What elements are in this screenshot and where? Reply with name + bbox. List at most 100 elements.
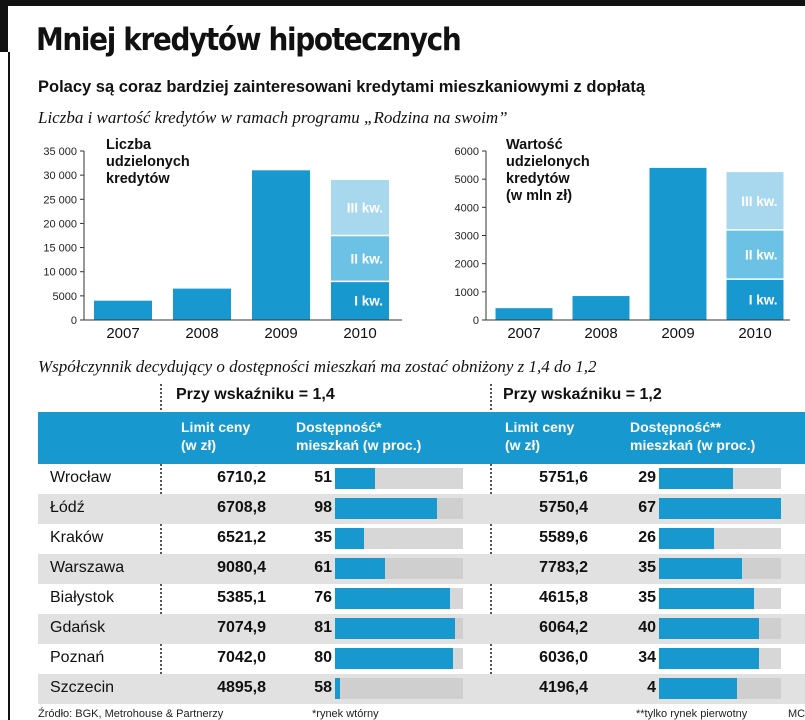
availability-bar-fill-1-4 bbox=[335, 498, 438, 519]
footer-credit: MC bbox=[788, 708, 805, 720]
availability-1-4: 81 bbox=[314, 619, 332, 636]
price-limit-1-2: 6036,0 bbox=[539, 649, 588, 666]
availability-1-4: 58 bbox=[314, 679, 332, 696]
city-name: Gdańsk bbox=[50, 619, 106, 636]
value-bar-2009 bbox=[649, 167, 707, 320]
value-label-line: Wartość bbox=[506, 137, 563, 153]
count-x-label: 2007 bbox=[106, 325, 139, 342]
table-row: Wrocław 6710,2 51 5751,6 29 bbox=[38, 464, 805, 494]
table-row: Kraków 6521,2 35 5589,6 26 bbox=[38, 524, 805, 554]
availability-1-4: 35 bbox=[314, 529, 332, 546]
count-label-line: udzielonych bbox=[106, 154, 190, 170]
price-limit-1-4: 6708,8 bbox=[217, 499, 266, 516]
availability-bar-fill-1-4 bbox=[335, 558, 385, 579]
count-bar-2010-segment bbox=[331, 235, 389, 282]
value-label-background bbox=[502, 135, 606, 207]
availability-bar-fill-1-2 bbox=[659, 528, 714, 549]
group-title-1-2: Przy wskaźniku = 1,2 bbox=[503, 386, 662, 403]
availability-bar-1-4 bbox=[335, 528, 463, 549]
availability-1-4: 76 bbox=[314, 589, 332, 606]
count-y-tick-label: 20 000 bbox=[43, 218, 77, 230]
value-quarter-label: I kw. bbox=[749, 293, 778, 308]
availability-bar-fill-1-2 bbox=[659, 618, 760, 639]
availability-1-2: 35 bbox=[638, 559, 656, 576]
availability-bar-1-2 bbox=[659, 528, 781, 549]
count-bar-2010-segment bbox=[331, 281, 389, 320]
count-y-tick-label: 35 000 bbox=[43, 146, 77, 158]
count-bar-2007 bbox=[94, 300, 152, 320]
count-y-tick-label: 0 bbox=[71, 315, 77, 327]
availability-bar-fill-1-4 bbox=[335, 678, 341, 699]
table-row: Poznań 7042,0 80 6036,0 34 bbox=[38, 644, 805, 674]
price-limit-1-2: 5751,6 bbox=[539, 469, 588, 486]
header-limit-1-2: Limit ceny (w zł) bbox=[505, 419, 575, 453]
charts-heading: Liczba i wartość kredytów w ramach progr… bbox=[38, 108, 508, 127]
availability-bar-fill-1-4 bbox=[335, 528, 365, 549]
availability-bar-1-2 bbox=[659, 588, 781, 609]
count-y-tick-label: 30 000 bbox=[43, 170, 77, 182]
count-quarter-label: II kw. bbox=[350, 251, 383, 266]
availability-bar-1-2 bbox=[659, 618, 781, 639]
availability-bar-fill-1-4 bbox=[335, 618, 456, 639]
value-quarter-label: III kw. bbox=[741, 194, 777, 209]
availability-bar-fill-1-2 bbox=[659, 678, 738, 699]
table-row: Warszawa 9080,4 61 7783,2 35 bbox=[38, 554, 805, 584]
availability-bar-1-4 bbox=[335, 588, 463, 609]
value-y-tick-label: 6000 bbox=[455, 146, 479, 158]
value-y-tick-label: 2000 bbox=[455, 259, 479, 271]
count-y-tick-label: 5000 bbox=[53, 291, 77, 303]
availability-bar-fill-1-2 bbox=[659, 498, 781, 519]
availability-1-4: 51 bbox=[314, 469, 332, 486]
count-y-tick-label: 25 000 bbox=[43, 194, 77, 206]
column-divider bbox=[490, 384, 492, 702]
price-limit-1-2: 5750,4 bbox=[539, 499, 588, 516]
availability-bar-1-2 bbox=[659, 498, 781, 519]
value-label-line: udzielonych bbox=[506, 154, 590, 170]
price-limit-1-2: 4615,8 bbox=[539, 589, 588, 606]
availability-bar-1-4 bbox=[335, 498, 463, 519]
availability-bar-1-4 bbox=[335, 648, 463, 669]
availability-bar-fill-1-4 bbox=[335, 468, 375, 489]
table-row: Białystok 5385,1 76 4615,8 35 bbox=[38, 584, 805, 614]
city-name: Wrocław bbox=[50, 469, 112, 486]
price-limit-1-2: 5589,6 bbox=[539, 529, 588, 546]
value-y-tick-label: 3000 bbox=[455, 231, 479, 243]
top-frame-bar bbox=[0, 0, 805, 6]
availability-bar-fill-1-2 bbox=[659, 468, 734, 489]
count-label-background bbox=[102, 135, 206, 190]
availability-1-2: 34 bbox=[638, 649, 656, 666]
price-limit-1-4: 7042,0 bbox=[217, 649, 266, 666]
value-label-line: (w mln zł) bbox=[506, 188, 572, 204]
availability-bar-fill-1-2 bbox=[659, 558, 742, 579]
value-y-tick-label: 4000 bbox=[455, 202, 479, 214]
availability-1-2: 26 bbox=[638, 529, 656, 546]
availability-1-4: 98 bbox=[314, 499, 332, 516]
price-limit-1-2: 4196,4 bbox=[539, 679, 588, 696]
footer-source: Źródło: BGK, Metrohouse & Partnerzy bbox=[38, 708, 224, 720]
city-name: Poznań bbox=[50, 649, 105, 666]
price-limit-1-4: 7074,9 bbox=[217, 619, 266, 636]
city-name: Łódź bbox=[50, 499, 85, 516]
value-x-label: 2009 bbox=[661, 325, 694, 342]
table-row: Szczecin 4895,8 58 4196,4 4 bbox=[38, 674, 805, 704]
value-x-label: 2008 bbox=[584, 325, 617, 342]
price-limit-1-4: 5385,1 bbox=[217, 589, 266, 606]
count-y-tick-label: 10 000 bbox=[43, 267, 77, 279]
price-limit-1-2: 6064,2 bbox=[539, 619, 588, 636]
value-y-tick-label: 5000 bbox=[455, 174, 479, 186]
value-quarter-label: II kw. bbox=[745, 248, 778, 263]
price-limit-1-4: 6710,2 bbox=[217, 469, 266, 486]
table-heading: Współczynnik decydujący o dostępności mi… bbox=[38, 357, 597, 376]
price-limit-1-4: 4895,8 bbox=[217, 679, 266, 696]
value-bar-2010-segment bbox=[726, 229, 784, 280]
availability-bar-1-2 bbox=[659, 558, 781, 579]
availability-bar-fill-1-4 bbox=[335, 648, 453, 669]
count-bar-chart: 0 5000 10 000 15 000 20 000 25 000 30 000 35 00… bbox=[43, 135, 402, 342]
availability-bar-fill-1-2 bbox=[659, 588, 755, 609]
table-row: Łódź 6708,8 98 5750,4 67 bbox=[38, 494, 805, 524]
price-limit-1-4: 9080,4 bbox=[217, 559, 266, 576]
group-title-1-4: Przy wskaźniku = 1,4 bbox=[176, 386, 335, 403]
value-bar-2010-segment bbox=[726, 279, 784, 320]
count-x-label: 2010 bbox=[343, 325, 376, 342]
count-quarter-label: I kw. bbox=[354, 294, 383, 309]
